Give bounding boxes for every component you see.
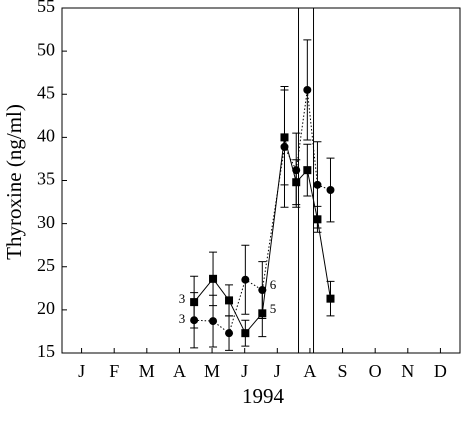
series-line (193, 137, 331, 335)
x-tick-label: N (401, 361, 414, 381)
y-tick-label: 50 (37, 39, 55, 59)
series-line (194, 89, 331, 334)
y-tick-label: 15 (37, 341, 55, 361)
x-tick-label: S (338, 361, 348, 381)
x-tick-label: J (78, 361, 85, 381)
x-tick-label: M (204, 361, 220, 381)
circle-marker (190, 316, 199, 325)
x-tick-label: J (241, 361, 248, 381)
y-tick-label: 55 (37, 0, 55, 16)
square-marker (303, 166, 312, 175)
x-tick-label: M (139, 361, 155, 381)
y-tick-label: 35 (37, 169, 55, 189)
annotation: 3 (179, 291, 186, 306)
square-marker (241, 329, 250, 338)
annotation: 6 (270, 277, 277, 292)
square-marker (326, 294, 335, 303)
x-axis-title: 1994 (242, 384, 285, 408)
circle-marker (258, 286, 267, 295)
circle-marker (280, 142, 289, 151)
circle-marker (241, 275, 250, 284)
x-tick-label: J (274, 361, 281, 381)
x-tick-label: D (434, 361, 447, 381)
annotation: 5 (270, 301, 277, 316)
annotation: 3 (179, 311, 186, 326)
y-tick-label: 20 (37, 298, 55, 318)
square-marker (209, 274, 218, 283)
x-tick-label: A (303, 361, 316, 381)
x-tick-label: O (369, 361, 382, 381)
square-marker (225, 296, 234, 305)
y-tick-label: 30 (37, 212, 55, 232)
y-axis-title: Thyroxine (ng/ml) (2, 104, 26, 260)
circle-marker (313, 180, 322, 189)
x-tick-label: F (109, 361, 119, 381)
circle-marker (209, 317, 218, 326)
circle-marker (225, 329, 234, 338)
y-tick-label: 40 (37, 126, 55, 146)
x-tick-label: A (173, 361, 186, 381)
circle-marker (292, 166, 301, 175)
plot-frame (61, 7, 461, 354)
circle-marker (326, 185, 335, 194)
y-tick-label: 25 (37, 255, 55, 275)
y-tick-label: 45 (37, 82, 55, 102)
circle-marker (303, 85, 312, 94)
